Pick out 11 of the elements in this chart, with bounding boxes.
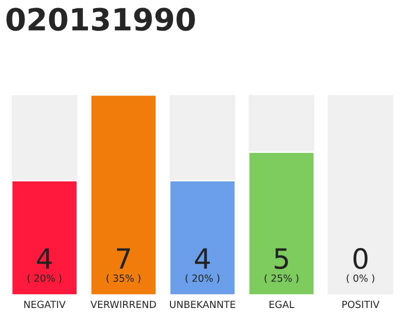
x-tick-label: EGAL bbox=[270, 300, 294, 308]
x-tick-label: POSITIV bbox=[342, 300, 380, 308]
data-label: 4 ( 20% ) bbox=[186, 248, 220, 283]
x-tick-label: NEGATIV bbox=[24, 300, 66, 308]
data-label: 4 ( 20% ) bbox=[28, 248, 62, 283]
chart-title: 020131990 bbox=[6, 8, 195, 31]
x-tick-label: VERWIRREND bbox=[90, 300, 156, 308]
data-label: 5 ( 25% ) bbox=[264, 248, 298, 283]
data-label: 0 ( 0% ) bbox=[346, 248, 374, 283]
x-tick-label: UNBEKANNTE bbox=[170, 300, 236, 308]
data-label: 7 ( 35% ) bbox=[106, 248, 140, 283]
